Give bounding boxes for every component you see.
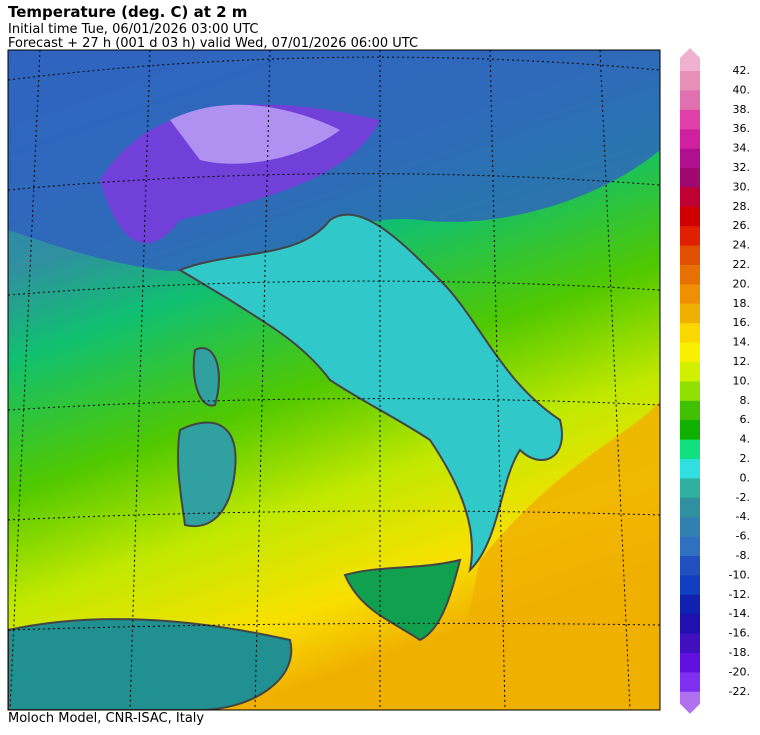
colorbar-label: 30.	[733, 180, 751, 193]
colorbar-label: -6.	[736, 530, 750, 543]
colorbar-bin	[680, 439, 700, 460]
colorbar-label: 2.	[740, 452, 751, 465]
colorbar-label: -4.	[736, 510, 750, 523]
colorbar-bin	[680, 420, 700, 441]
colorbar-bin	[680, 575, 700, 596]
colorbar-bin	[680, 323, 700, 344]
init-time: Initial time Tue, 06/01/2026 03:00 UTC	[8, 22, 259, 37]
colorbar-label: 34.	[733, 142, 751, 155]
colorbar-label: 20.	[733, 277, 751, 290]
colorbar-bottom-arrow	[680, 691, 700, 714]
colorbar-label: 26.	[733, 219, 751, 232]
colorbar-bin	[680, 187, 700, 208]
colorbar-bin	[680, 226, 700, 247]
colorbar-bin	[680, 653, 700, 673]
colorbar-bin	[680, 362, 700, 382]
colorbar-label: 18.	[733, 297, 751, 310]
colorbar-label: -8.	[736, 549, 750, 562]
colorbar-bin	[680, 168, 700, 188]
colorbar-bin	[680, 109, 700, 130]
colorbar-label: -10.	[729, 568, 750, 581]
colorbar-label: 22.	[733, 258, 751, 271]
colorbar-bin	[680, 478, 700, 499]
colorbar-label: 24.	[733, 239, 751, 252]
colorbar-bin	[680, 265, 700, 285]
colorbar-bin	[680, 342, 700, 363]
colorbar-label: 8.	[740, 394, 751, 407]
colorbar-label: -16.	[729, 627, 750, 640]
colorbar-label: -14.	[729, 607, 750, 620]
colorbar-label: 14.	[733, 336, 751, 349]
colorbar-bin	[680, 90, 700, 111]
colorbar-bin	[680, 536, 700, 557]
map-frame	[7, 49, 661, 711]
forecast-time: Forecast + 27 h (001 d 03 h) valid Wed, …	[8, 36, 418, 51]
colorbar-label: 40.	[733, 83, 751, 96]
colorbar-bin	[680, 497, 700, 518]
map	[8, 50, 660, 710]
colorbar-bin	[680, 381, 700, 402]
colorbar-label: -12.	[729, 588, 750, 601]
colorbar-bin	[680, 206, 700, 227]
colorbar-bin	[680, 556, 700, 576]
colorbar-label: -2.	[736, 491, 750, 504]
colorbar-bin	[680, 614, 700, 635]
colorbar-label: 4.	[740, 433, 751, 446]
colorbar-label: 32.	[733, 161, 751, 174]
colorbar-bin	[680, 594, 700, 615]
colorbar-label: 10.	[733, 374, 751, 387]
colorbar-label: 38.	[733, 103, 751, 116]
colorbar-bin	[680, 129, 700, 150]
colorbar-bin	[680, 517, 700, 538]
colorbar-label: -18.	[729, 646, 750, 659]
colorbar-bin	[680, 633, 700, 654]
colorbar-label: -22.	[729, 685, 750, 698]
footer: Moloch Model, CNR-ISAC, Italy	[8, 711, 204, 726]
colorbar-bin	[680, 459, 700, 479]
colorbar-bin	[680, 400, 700, 421]
colorbar-label: 28.	[733, 200, 751, 213]
colorbar-bin	[680, 71, 700, 91]
colorbar-bin	[680, 284, 700, 305]
colorbar-bin	[680, 245, 700, 266]
colorbar-top-arrow	[680, 48, 700, 71]
title: Temperature (deg. C) at 2 m	[8, 3, 247, 21]
colorbar: 42. 40. 38. 36. 34. 32. 30. 28. 26. 24. 22. 20. 18. 1…	[680, 48, 750, 714]
colorbar-bin	[680, 672, 700, 693]
colorbar-label: 6.	[740, 413, 751, 426]
colorbar-label: 42.	[733, 64, 751, 77]
colorbar-label: 16.	[733, 316, 751, 329]
colorbar-label: 12.	[733, 355, 751, 368]
colorbar-label: 36.	[733, 122, 751, 135]
colorbar-bin	[680, 148, 700, 169]
colorbar-label: 0.	[740, 471, 751, 484]
colorbar-bin	[680, 303, 700, 324]
colorbar-label: -20.	[729, 665, 750, 678]
